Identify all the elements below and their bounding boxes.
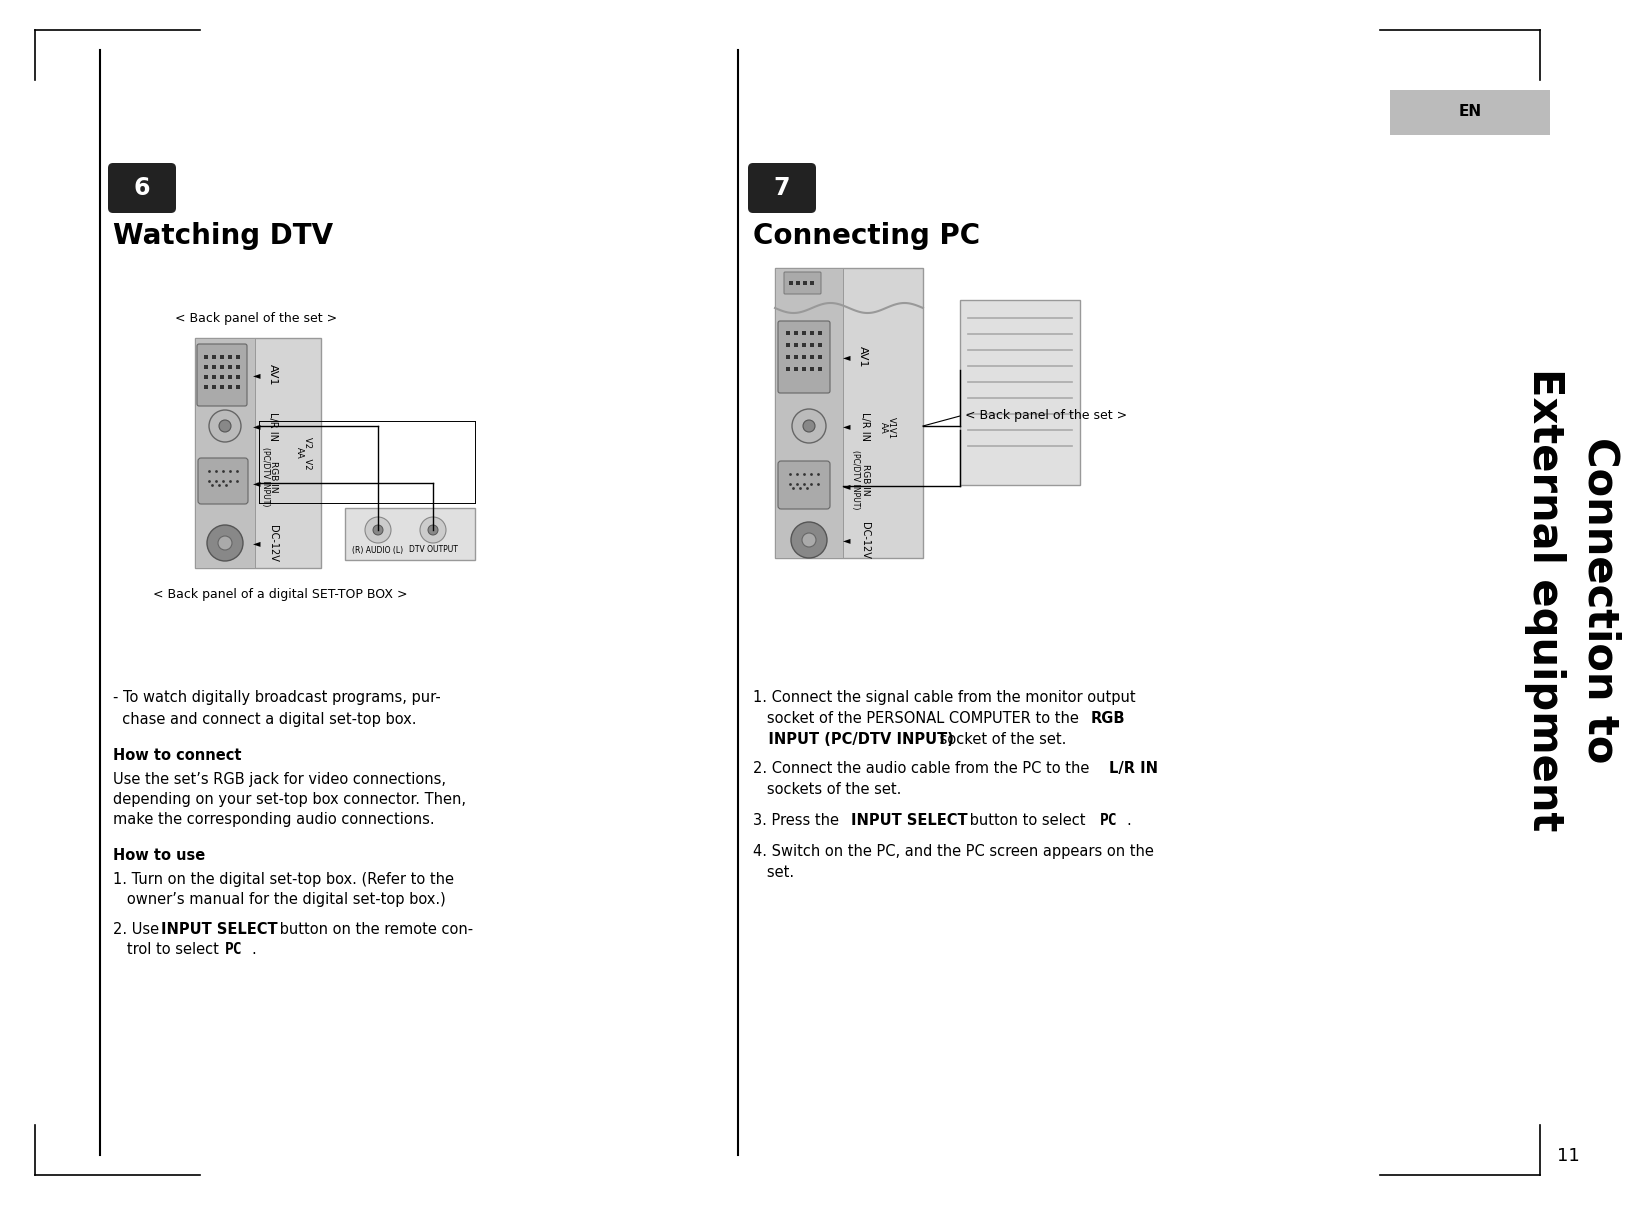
- Text: ◄: ◄: [843, 352, 850, 361]
- Bar: [1389, 90, 1550, 135]
- Text: chase and connect a digital set-top box.: chase and connect a digital set-top box.: [113, 712, 416, 727]
- Bar: [196, 337, 321, 568]
- Circle shape: [219, 421, 232, 433]
- Text: INPUT SELECT: INPUT SELECT: [852, 813, 968, 828]
- Bar: [196, 337, 255, 568]
- FancyBboxPatch shape: [109, 163, 176, 213]
- Text: Connecting PC: Connecting PC: [753, 222, 980, 249]
- Text: (R) AUDIO (L): (R) AUDIO (L): [352, 546, 403, 554]
- Text: AV1: AV1: [268, 364, 278, 386]
- Text: Use the set’s RGB jack for video connections,: Use the set’s RGB jack for video connect…: [113, 772, 446, 787]
- Circle shape: [373, 525, 383, 535]
- FancyBboxPatch shape: [197, 458, 248, 504]
- Text: PC: PC: [1100, 813, 1118, 828]
- Text: < Back panel of the set >: < Back panel of the set >: [965, 410, 1128, 423]
- Text: ◄: ◄: [253, 478, 261, 488]
- Circle shape: [365, 517, 391, 543]
- Text: 3. Press the: 3. Press the: [753, 813, 843, 828]
- Text: Watching DTV: Watching DTV: [113, 222, 334, 249]
- Text: make the corresponding audio connections.: make the corresponding audio connections…: [113, 812, 434, 827]
- Text: V2    V2: V2 V2: [302, 436, 311, 469]
- FancyBboxPatch shape: [778, 321, 830, 393]
- Text: L/R IN: L/R IN: [268, 411, 278, 441]
- Circle shape: [802, 421, 815, 433]
- Text: trol to select: trol to select: [113, 942, 224, 957]
- Text: socket of the set.: socket of the set.: [935, 731, 1067, 747]
- Text: L/R IN: L/R IN: [1110, 762, 1157, 776]
- Text: AV1: AV1: [858, 346, 868, 368]
- Text: .: .: [252, 942, 256, 957]
- Circle shape: [427, 525, 437, 535]
- Text: ◄: ◄: [253, 370, 261, 380]
- Text: (PC/DTV INPUT): (PC/DTV INPUT): [850, 451, 860, 510]
- Text: INPUT (PC/DTV INPUT): INPUT (PC/DTV INPUT): [753, 731, 954, 747]
- Text: RGB IN: RGB IN: [268, 462, 278, 493]
- Circle shape: [802, 533, 815, 547]
- Text: button on the remote con-: button on the remote con-: [275, 922, 473, 937]
- Text: ◄: ◄: [253, 421, 261, 431]
- Circle shape: [207, 525, 243, 562]
- Text: ◄: ◄: [843, 535, 850, 545]
- Text: 11: 11: [1557, 1147, 1580, 1165]
- FancyBboxPatch shape: [197, 343, 247, 406]
- Text: set.: set.: [753, 865, 794, 880]
- Text: depending on your set-top box connector. Then,: depending on your set-top box connector.…: [113, 792, 465, 807]
- Text: < Back panel of the set >: < Back panel of the set >: [174, 312, 337, 325]
- Text: 1. Connect the signal cable from the monitor output: 1. Connect the signal cable from the mon…: [753, 690, 1136, 705]
- Text: < Back panel of a digital SET-TOP BOX >: < Back panel of a digital SET-TOP BOX >: [153, 588, 408, 601]
- Text: Connection to: Connection to: [1578, 437, 1621, 763]
- FancyBboxPatch shape: [784, 272, 820, 294]
- Text: INPUT SELECT: INPUT SELECT: [161, 922, 278, 937]
- Text: (PC/DTV INPUT): (PC/DTV INPUT): [260, 447, 270, 506]
- FancyBboxPatch shape: [778, 462, 830, 509]
- Text: 7: 7: [774, 176, 791, 200]
- Text: 2. Use: 2. Use: [113, 922, 164, 937]
- Text: 6: 6: [133, 176, 150, 200]
- Text: External equipment: External equipment: [1524, 369, 1567, 831]
- Text: - To watch digitally broadcast programs, pur-: - To watch digitally broadcast programs,…: [113, 690, 441, 705]
- Bar: [345, 509, 475, 560]
- Text: 4. Switch on the PC, and the PC screen appears on the: 4. Switch on the PC, and the PC screen a…: [753, 844, 1154, 859]
- Circle shape: [219, 536, 232, 549]
- Text: 1. Turn on the digital set-top box. (Refer to the: 1. Turn on the digital set-top box. (Ref…: [113, 872, 454, 887]
- Text: AA: AA: [878, 422, 888, 434]
- Text: AA: AA: [294, 447, 304, 459]
- Circle shape: [792, 408, 825, 443]
- Text: ◄: ◄: [253, 537, 261, 548]
- Text: DC-12V: DC-12V: [860, 522, 870, 558]
- Text: RGB: RGB: [1092, 711, 1126, 725]
- Text: ◄: ◄: [843, 421, 850, 431]
- Bar: [774, 268, 922, 558]
- Text: L/R IN: L/R IN: [860, 411, 870, 441]
- Text: owner’s manual for the digital set-top box.): owner’s manual for the digital set-top b…: [113, 892, 446, 907]
- Text: .: .: [1126, 813, 1131, 828]
- Text: ◄: ◄: [843, 481, 850, 490]
- Text: 2. Connect the audio cable from the PC to the: 2. Connect the audio cable from the PC t…: [753, 762, 1093, 776]
- Text: How to use: How to use: [113, 848, 206, 863]
- Text: How to connect: How to connect: [113, 748, 242, 763]
- Circle shape: [419, 517, 446, 543]
- Text: RGB IN: RGB IN: [860, 464, 870, 495]
- Text: DC-12V: DC-12V: [268, 524, 278, 562]
- FancyBboxPatch shape: [748, 163, 815, 213]
- Circle shape: [791, 522, 827, 558]
- Text: PC: PC: [225, 942, 243, 957]
- Text: button to select: button to select: [965, 813, 1090, 828]
- Bar: [774, 268, 843, 558]
- Bar: [960, 300, 1080, 484]
- Text: DTV OUTPUT: DTV OUTPUT: [409, 546, 457, 554]
- Text: EN: EN: [1458, 105, 1481, 119]
- Circle shape: [209, 410, 242, 442]
- Text: V1V1: V1V1: [886, 417, 896, 439]
- Text: socket of the PERSONAL COMPUTER to the: socket of the PERSONAL COMPUTER to the: [753, 711, 1083, 725]
- Text: sockets of the set.: sockets of the set.: [753, 782, 901, 797]
